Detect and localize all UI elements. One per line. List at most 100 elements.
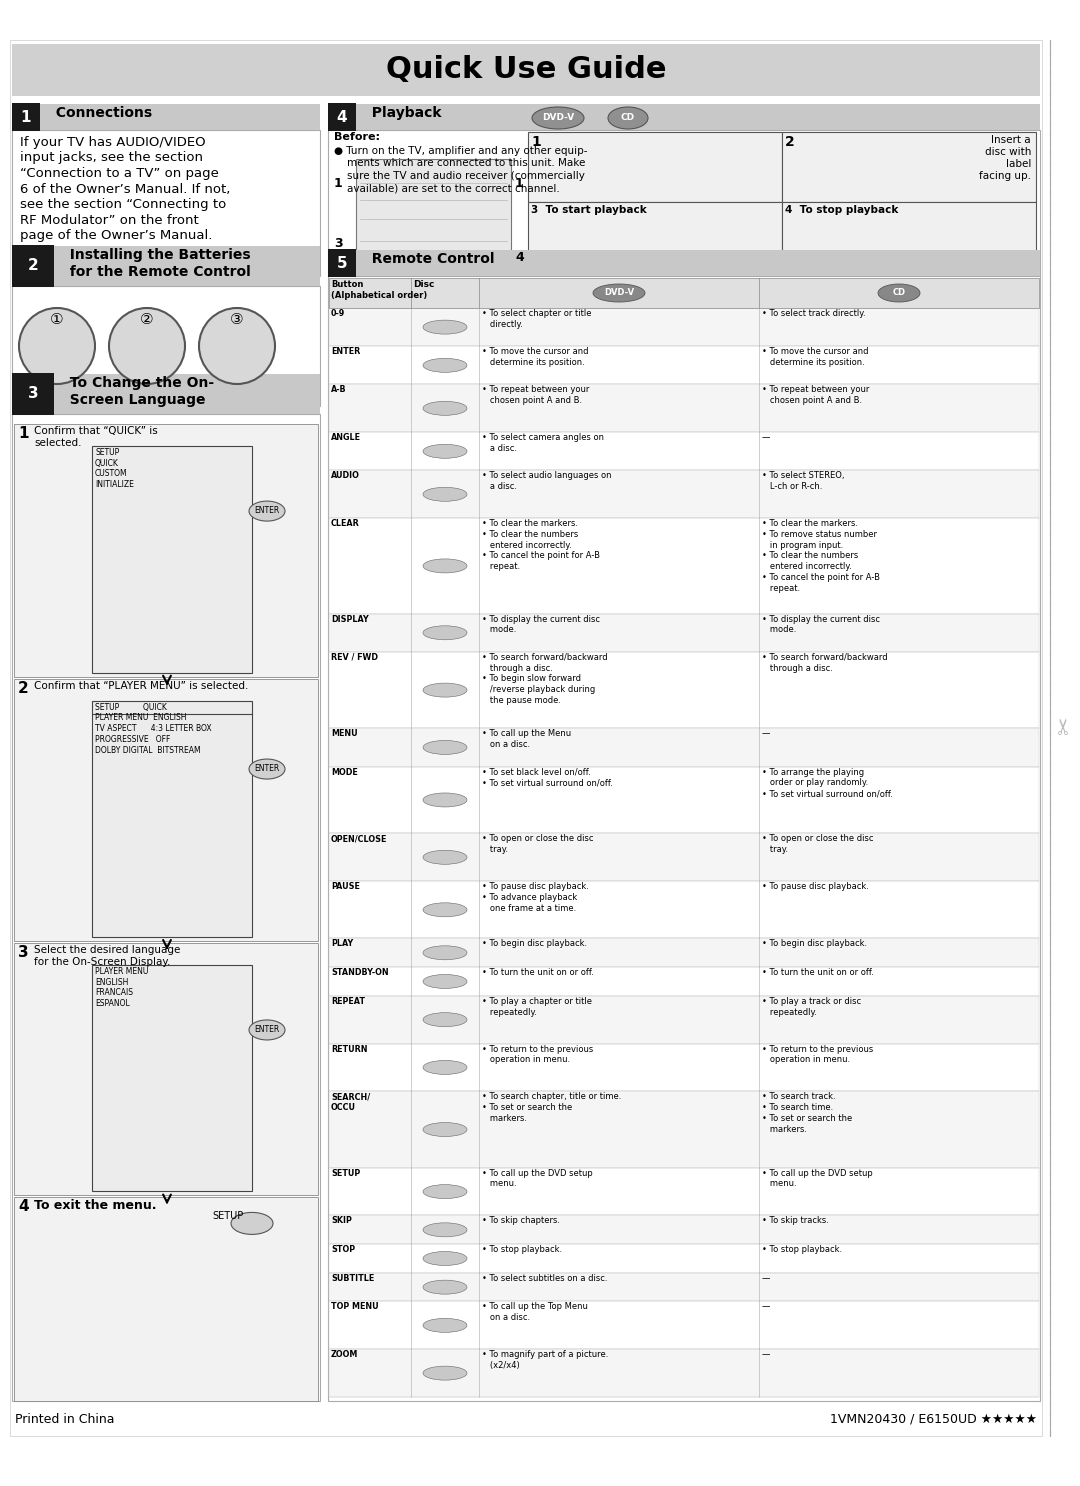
Text: • To turn the unit on or off.: • To turn the unit on or off. [762, 969, 874, 978]
Text: 3: 3 [28, 386, 38, 401]
Text: 2: 2 [28, 259, 39, 273]
Text: 3: 3 [18, 945, 29, 960]
Bar [329, 614, 1039, 652]
Text: • To turn the unit on or off.: • To turn the unit on or off. [482, 969, 594, 978]
Text: • To search forward/backward
   through a disc.: • To search forward/backward through a d… [762, 652, 888, 673]
Ellipse shape [249, 501, 285, 522]
Ellipse shape [423, 319, 467, 334]
Bar [328, 276, 1040, 1401]
Text: • To repeat between your
   chosen point A and B.: • To repeat between your chosen point A … [482, 385, 590, 406]
Bar [329, 1091, 1039, 1168]
Bar [329, 728, 1039, 767]
Text: • To move the cursor and
   determine its position.: • To move the cursor and determine its p… [762, 348, 868, 367]
Ellipse shape [423, 1061, 467, 1074]
Text: Playback: Playback [362, 106, 442, 120]
Text: 1: 1 [515, 177, 524, 190]
Text: ②: ② [140, 312, 153, 327]
Text: • To select subtitles on a disc.: • To select subtitles on a disc. [482, 1274, 607, 1282]
Text: 2: 2 [785, 135, 795, 149]
Bar [92, 700, 252, 936]
Bar [329, 967, 1039, 996]
Text: • To search forward/backward
   through a disc.
• To begin slow forward
   /reve: • To search forward/backward through a d… [482, 652, 608, 704]
Text: • To stop playback.: • To stop playback. [482, 1245, 562, 1254]
Text: Printed in China: Printed in China [15, 1413, 114, 1427]
Text: ENTER: ENTER [330, 348, 361, 357]
Text: • To clear the markers.
• To remove status number
   in program input.
• To clea: • To clear the markers. • To remove stat… [762, 519, 880, 593]
Text: Disc: Disc [413, 279, 434, 288]
Text: Confirm that “QUICK” is
selected.: Confirm that “QUICK” is selected. [33, 426, 158, 447]
Text: DISPLAY: DISPLAY [330, 615, 368, 624]
Text: • To play a track or disc
   repeatedly.: • To play a track or disc repeatedly. [762, 997, 861, 1016]
Bar [14, 424, 318, 676]
Text: • To call up the Menu
   on a disc.: • To call up the Menu on a disc. [482, 730, 571, 749]
Text: • To select STEREO,
   L-ch or R-ch.: • To select STEREO, L-ch or R-ch. [762, 471, 845, 492]
Bar [329, 519, 1039, 614]
Text: • To move the cursor and
   determine its position.: • To move the cursor and determine its p… [482, 348, 589, 367]
Bar [329, 881, 1039, 939]
Text: SETUP: SETUP [212, 1211, 243, 1221]
Text: Connections: Connections [46, 106, 152, 120]
Text: STANDBY-ON: STANDBY-ON [330, 969, 389, 978]
Text: • To pause disc playback.
• To advance playback
   one frame at a time.: • To pause disc playback. • To advance p… [482, 883, 589, 912]
Text: To Change the On-
  Screen Language: To Change the On- Screen Language [60, 376, 214, 407]
Bar [12, 45, 1040, 97]
Text: • To call up the DVD setup
   menu.: • To call up the DVD setup menu. [482, 1168, 593, 1189]
Bar [329, 652, 1039, 728]
Text: SUBTITLE: SUBTITLE [330, 1274, 375, 1282]
Text: RETURN: RETURN [330, 1045, 367, 1054]
Text: 5: 5 [337, 256, 348, 270]
Text: • To search chapter, title or time.
• To set or search the
   markers.: • To search chapter, title or time. • To… [482, 1092, 621, 1123]
Bar [92, 964, 252, 1192]
Text: • To magnify part of a picture.
   (x2/x4): • To magnify part of a picture. (x2/x4) [482, 1351, 608, 1370]
Bar [12, 247, 320, 285]
Bar [329, 1274, 1039, 1302]
Ellipse shape [423, 850, 467, 865]
Text: 0-9: 0-9 [330, 309, 346, 318]
Text: —: — [762, 1274, 770, 1282]
Text: • To open or close the disc
   tray.: • To open or close the disc tray. [762, 835, 874, 854]
Bar [328, 104, 1040, 129]
Text: • To display the current disc
   mode.: • To display the current disc mode. [762, 615, 880, 635]
Bar [328, 250, 356, 276]
Text: Quick Use Guide: Quick Use Guide [386, 55, 666, 85]
Text: • To select audio languages on
   a disc.: • To select audio languages on a disc. [482, 471, 611, 492]
Text: • To select chapter or title
   directly.: • To select chapter or title directly. [482, 309, 592, 328]
Text: MENU: MENU [330, 730, 357, 739]
Bar [12, 373, 54, 415]
Bar [329, 1216, 1039, 1244]
Bar [329, 834, 1039, 881]
Bar [329, 1168, 1039, 1216]
Text: —: — [762, 730, 770, 739]
Ellipse shape [231, 1213, 273, 1235]
Bar [329, 767, 1039, 834]
Text: DVD-V: DVD-V [542, 113, 575, 122]
Bar [329, 1043, 1039, 1091]
Bar [329, 385, 1039, 432]
Bar [329, 432, 1039, 471]
Text: Before:: Before: [334, 132, 380, 143]
Text: • To return to the previous
   operation in menu.: • To return to the previous operation in… [762, 1045, 874, 1064]
Circle shape [199, 308, 275, 383]
Text: • To search track.
• To search time.
• To set or search the
   markers.: • To search track. • To search time. • T… [762, 1092, 852, 1134]
Ellipse shape [423, 975, 467, 988]
Text: Select the desired language
for the On-Screen Display.: Select the desired language for the On-S… [33, 945, 180, 967]
Text: • To display the current disc
   mode.: • To display the current disc mode. [482, 615, 600, 635]
Text: ✂: ✂ [1055, 716, 1075, 736]
Ellipse shape [423, 1012, 467, 1027]
Bar [328, 129, 1040, 276]
Text: • To skip tracks.: • To skip tracks. [762, 1217, 828, 1226]
Ellipse shape [249, 759, 285, 779]
Text: PLAY: PLAY [330, 939, 353, 948]
Bar [782, 132, 1036, 202]
Ellipse shape [423, 1366, 467, 1380]
Text: • To call up the DVD setup
   menu.: • To call up the DVD setup menu. [762, 1168, 873, 1189]
Text: DVD-V: DVD-V [604, 288, 634, 297]
Text: OPEN/CLOSE: OPEN/CLOSE [330, 835, 388, 844]
Text: PAUSE: PAUSE [330, 883, 360, 892]
Ellipse shape [423, 1122, 467, 1137]
Bar [329, 278, 1039, 308]
Text: 4  To stop playback: 4 To stop playback [785, 205, 899, 215]
Bar [92, 446, 252, 673]
Ellipse shape [423, 444, 467, 458]
Text: • To select camera angles on
   a disc.: • To select camera angles on a disc. [482, 434, 604, 453]
